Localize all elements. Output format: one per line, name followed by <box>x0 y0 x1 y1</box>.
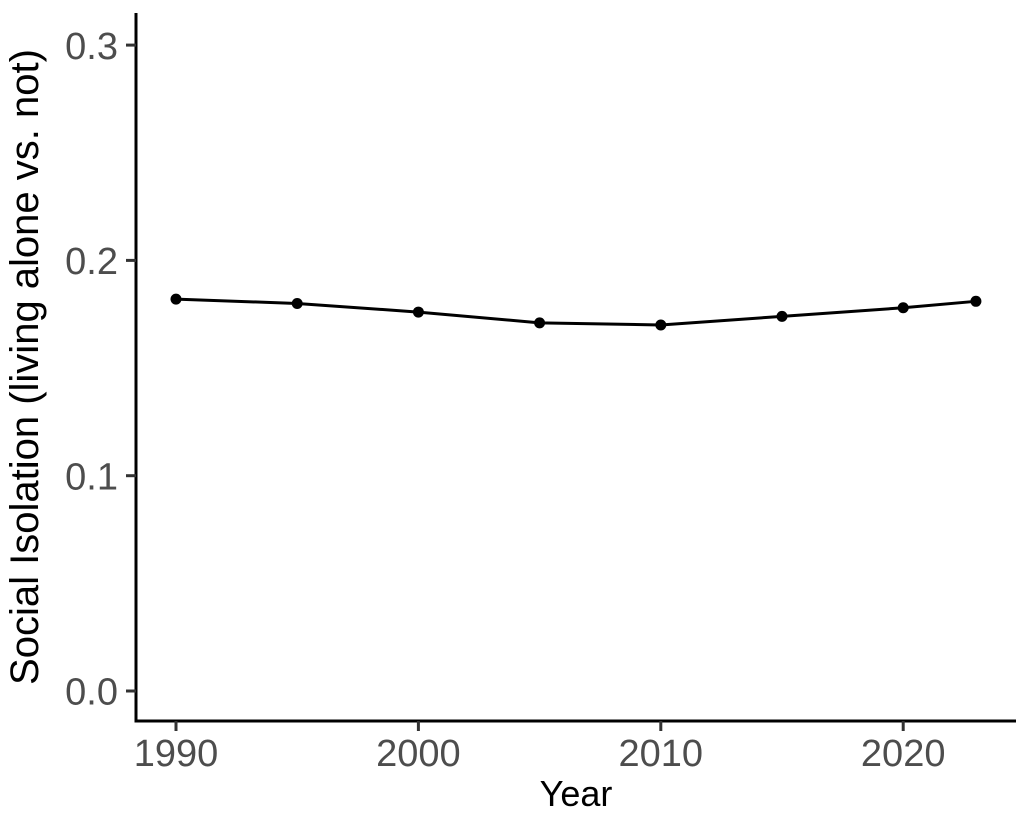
y-axis-tick-label: 0.3 <box>65 26 118 68</box>
data-point <box>170 293 182 305</box>
x-axis-tick-label: 2010 <box>619 733 704 775</box>
data-point <box>534 317 546 329</box>
data-line <box>174 297 978 327</box>
chart-plot-area: 0.0 0.1 0.2 0.3 1990 2000 2010 2020 <box>65 13 1016 775</box>
x-axis-tick-label: 2020 <box>861 733 946 775</box>
data-point <box>776 310 788 322</box>
x-axis-tick-label: 1990 <box>134 733 219 775</box>
y-axis-tick-label: 0.2 <box>65 241 118 283</box>
y-axis-tick-label: 0.1 <box>65 456 118 498</box>
x-axis-tick-label: 2000 <box>376 733 461 775</box>
data-point <box>970 295 982 307</box>
x-axis-title: Year <box>540 773 613 814</box>
y-axis-title: Social Isolation (living alone vs. not) <box>3 49 47 685</box>
data-point <box>655 319 667 331</box>
data-point <box>412 306 424 318</box>
y-axis-tick-label: 0.0 <box>65 672 118 714</box>
data-point <box>291 297 303 309</box>
data-point <box>897 302 909 314</box>
